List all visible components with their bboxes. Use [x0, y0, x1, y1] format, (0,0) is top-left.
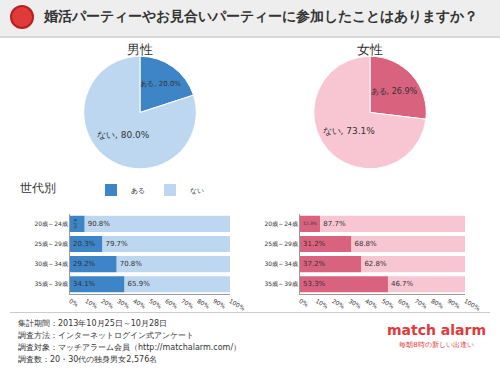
svg-text:90.8%: 90.8%: [88, 220, 111, 228]
svg-text:40%: 40%: [132, 297, 147, 310]
svg-text:30歳～34歳: 30歳～34歳: [35, 260, 68, 267]
svg-text:50%: 50%: [148, 297, 163, 310]
svg-text:20%: 20%: [331, 297, 346, 310]
html-text:調査方法：インターネットログイン式アンケート: 調査方法：インターネットログイン式アンケート: [18, 331, 194, 340]
svg-text:80%: 80%: [196, 297, 211, 310]
svg-text:35歳～39歳: 35歳～39歳: [265, 280, 298, 287]
svg-text:35歳～39歳: 35歳～39歳: [35, 280, 68, 287]
svg-text:87.7%: 87.7%: [323, 220, 346, 228]
html-text:毎朝8時の新しい出逢い: 毎朝8時の新しい出逢い: [399, 341, 474, 349]
svg-text:60%: 60%: [397, 297, 412, 310]
svg-text:37.2%: 37.2%: [303, 260, 326, 268]
html-text:婚活パーティーやお見合いパーティーに参加したことはありますか: 婚活パーティーやお見合いパーティーに参加したことはありますか？: [44, 8, 478, 24]
svg-text:ある, 20.0%: ある, 20.0%: [140, 80, 181, 88]
svg-text:20.3%: 20.3%: [73, 240, 96, 248]
svg-text:10%: 10%: [315, 297, 330, 310]
svg-text:29.2%: 29.2%: [73, 260, 96, 268]
svg-text:50%: 50%: [381, 297, 396, 310]
svg-text:68.8%: 68.8%: [354, 240, 377, 248]
svg-text:20歳～24歳: 20歳～24歳: [35, 220, 68, 227]
svg-text:ない: ない: [190, 187, 204, 195]
svg-text:46.7%: 46.7%: [391, 280, 414, 288]
svg-text:ない, 73.1%: ない, 73.1%: [323, 126, 376, 136]
svg-text:12.3%: 12.3%: [303, 221, 317, 226]
svg-text:30歳～34歳: 30歳～34歳: [265, 260, 298, 267]
svg-text:40%: 40%: [364, 297, 379, 310]
svg-text:30%: 30%: [348, 297, 363, 310]
svg-text:10%: 10%: [84, 297, 99, 310]
svg-text:79.7%: 79.7%: [105, 240, 128, 248]
svg-text:女性: 女性: [357, 42, 383, 57]
svg-text:53.3%: 53.3%: [303, 280, 326, 288]
svg-text:男性: 男性: [127, 42, 153, 57]
svg-text:ある: ある: [131, 187, 145, 195]
svg-text:62.8%: 62.8%: [364, 260, 387, 268]
svg-text:ある, 26.9%: ある, 26.9%: [371, 87, 418, 96]
svg-text:世代別: 世代別: [20, 181, 56, 195]
html-text:調査対象：マッチアラーム会員（http://matchala: 調査対象：マッチアラーム会員（http://matchalarm.com/）: [18, 343, 242, 352]
svg-text:20歳～24歳: 20歳～24歳: [265, 220, 298, 227]
svg-text:0%: 0%: [298, 297, 310, 308]
svg-text:70.8%: 70.8%: [120, 260, 143, 268]
html-text:集計期間：2013年10月25日～10月28日: 集計期間：2013年10月25日～10月28日: [18, 319, 168, 328]
svg-text:90%: 90%: [447, 297, 462, 310]
svg-text:25歳～29歳: 25歳～29歳: [265, 240, 298, 247]
svg-text:34.1%: 34.1%: [73, 280, 96, 288]
html-text:match alarm: match alarm: [386, 322, 486, 338]
svg-text:9.2%: 9.2%: [73, 219, 78, 229]
html-text:調査数：20・30代の独身男女2,576名: 調査数：20・30代の独身男女2,576名: [18, 355, 158, 364]
svg-text:100%: 100%: [228, 297, 247, 312]
svg-text:30%: 30%: [116, 297, 131, 310]
svg-text:65.9%: 65.9%: [128, 280, 151, 288]
svg-text:0%: 0%: [68, 297, 80, 308]
svg-text:100%: 100%: [463, 297, 482, 312]
svg-text:20%: 20%: [100, 297, 115, 310]
svg-text:80%: 80%: [430, 297, 445, 310]
svg-text:31.2%: 31.2%: [303, 240, 326, 248]
svg-text:70%: 70%: [414, 297, 429, 310]
svg-text:70%: 70%: [180, 297, 195, 310]
svg-text:60%: 60%: [164, 297, 179, 310]
svg-text:ない, 80.0%: ない, 80.0%: [97, 130, 150, 140]
svg-text:90%: 90%: [212, 297, 227, 310]
svg-text:25歳～29歳: 25歳～29歳: [35, 240, 68, 247]
